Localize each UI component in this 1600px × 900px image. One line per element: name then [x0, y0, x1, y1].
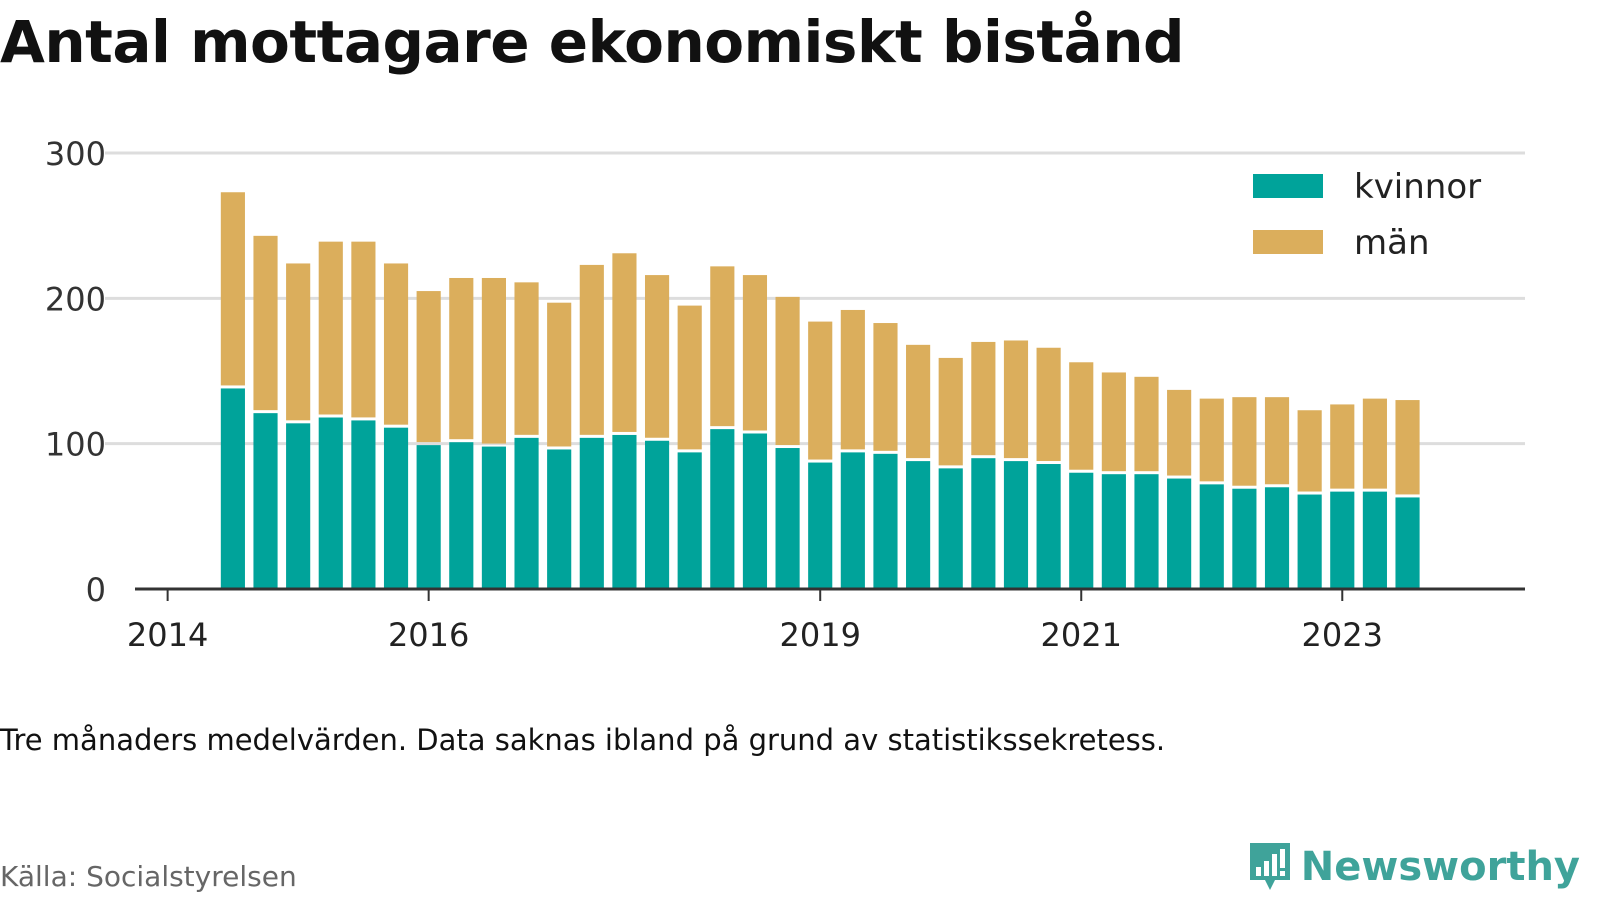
- brand-logo: Newsworthy: [1247, 840, 1580, 894]
- bar-chart-speech-bubble-icon: [1249, 843, 1290, 890]
- bar-man: [318, 241, 343, 415]
- x-tick-label: 2014: [127, 616, 208, 654]
- bar-kvinnor: [481, 446, 506, 589]
- bar-kvinnor: [1101, 474, 1126, 589]
- bar-man: [1167, 389, 1192, 476]
- bar-man: [220, 192, 245, 386]
- legend-label-man: män: [1354, 223, 1430, 263]
- bar-kvinnor: [286, 423, 311, 589]
- x-tick-label: 2021: [1041, 616, 1122, 654]
- chart-title: Antal mottagare ekonomiskt bistånd: [0, 8, 1185, 76]
- bar-man: [449, 277, 474, 440]
- bar-man: [351, 241, 376, 418]
- bar-man: [1264, 397, 1290, 485]
- y-tick-label: 300: [45, 135, 106, 173]
- bar-man: [775, 296, 800, 446]
- bar-kvinnor: [775, 448, 800, 589]
- bar-man: [808, 321, 833, 460]
- y-tick-label: 200: [45, 280, 106, 318]
- bar-kvinnor: [938, 468, 963, 589]
- bar-kvinnor: [449, 442, 474, 589]
- bar-man: [710, 266, 735, 427]
- bar-kvinnor: [1330, 491, 1355, 589]
- bar-man: [644, 275, 670, 438]
- legend-label-kvinnor: kvinnor: [1354, 167, 1481, 207]
- bar-man: [1330, 404, 1355, 489]
- bar-man: [1036, 347, 1061, 462]
- bar-man: [514, 282, 539, 435]
- chart-note: Tre månaders medelvärden. Data saknas ib…: [0, 723, 1166, 757]
- bar-kvinnor: [514, 437, 539, 589]
- bar-man: [1362, 398, 1387, 489]
- bar-kvinnor: [873, 453, 898, 589]
- bars: [220, 192, 1420, 589]
- bar-man: [1297, 410, 1322, 492]
- bar-man: [742, 275, 768, 431]
- bar-kvinnor: [1362, 491, 1387, 589]
- bar-kvinnor: [906, 461, 931, 589]
- x-tick-label: 2019: [779, 616, 860, 654]
- bar-man: [612, 253, 637, 432]
- bar-kvinnor: [1232, 488, 1257, 589]
- bar-man: [579, 264, 604, 435]
- bar-kvinnor: [318, 417, 343, 589]
- bar-man: [677, 305, 702, 450]
- bar-kvinnor: [220, 388, 245, 589]
- bar-kvinnor: [971, 458, 996, 589]
- bar-man: [1134, 376, 1159, 472]
- bar-man: [1003, 340, 1029, 459]
- stacked-bar-chart: 0 100 200 300 2014 2016 2019 2021 2023 kvinnor m…: [45, 135, 1525, 654]
- x-tick-label: 2016: [388, 616, 469, 654]
- bar-man: [383, 263, 409, 425]
- bar-kvinnor: [1003, 461, 1029, 589]
- bar-kvinnor: [644, 440, 670, 589]
- brand-name: Newsworthy: [1300, 844, 1580, 890]
- bar-kvinnor: [351, 420, 376, 589]
- bar-man: [1199, 398, 1224, 482]
- bar-kvinnor: [547, 449, 572, 589]
- y-tick-label: 100: [45, 426, 106, 464]
- bar-kvinnor: [383, 427, 409, 589]
- bar-man: [253, 235, 278, 411]
- legend-swatch-kvinnor: [1253, 174, 1323, 198]
- bar-kvinnor: [253, 413, 278, 589]
- bar-man: [286, 263, 311, 421]
- y-axis-ticks: 0 100 200 300: [45, 135, 106, 609]
- bar-man: [1069, 362, 1094, 470]
- bar-man: [547, 302, 572, 447]
- bar-kvinnor: [1069, 472, 1094, 589]
- bar-kvinnor: [579, 437, 604, 589]
- bar-kvinnor: [612, 434, 637, 589]
- bar-man: [906, 344, 931, 459]
- bar-kvinnor: [1134, 474, 1159, 589]
- bar-kvinnor: [677, 452, 702, 589]
- bar-kvinnor: [1167, 478, 1192, 589]
- bar-kvinnor: [710, 429, 735, 589]
- bar-man: [1232, 397, 1257, 486]
- bar-kvinnor: [808, 462, 833, 589]
- bar-man: [938, 357, 963, 466]
- legend: kvinnor män: [1253, 167, 1481, 263]
- bar-kvinnor: [1199, 484, 1224, 589]
- source-label: Källa: Socialstyrelsen: [0, 860, 297, 893]
- bar-kvinnor: [1395, 497, 1420, 589]
- bar-kvinnor: [1036, 464, 1061, 589]
- bar-kvinnor: [742, 433, 768, 589]
- bar-kvinnor: [1264, 487, 1290, 589]
- x-axis: 2014 2016 2019 2021 2023: [127, 587, 1525, 654]
- bar-man: [1101, 372, 1126, 472]
- bar-kvinnor: [1297, 494, 1322, 589]
- bar-man: [481, 277, 506, 444]
- y-tick-label: 0: [86, 571, 106, 609]
- bar-kvinnor: [840, 452, 865, 589]
- bar-man: [416, 291, 441, 443]
- x-tick-label: 2023: [1302, 616, 1383, 654]
- bar-man: [971, 341, 996, 456]
- bar-man: [873, 323, 898, 451]
- bar-kvinnor: [416, 445, 441, 589]
- bar-man: [840, 309, 865, 450]
- bar-man: [1395, 400, 1420, 495]
- legend-swatch-man: [1253, 230, 1323, 254]
